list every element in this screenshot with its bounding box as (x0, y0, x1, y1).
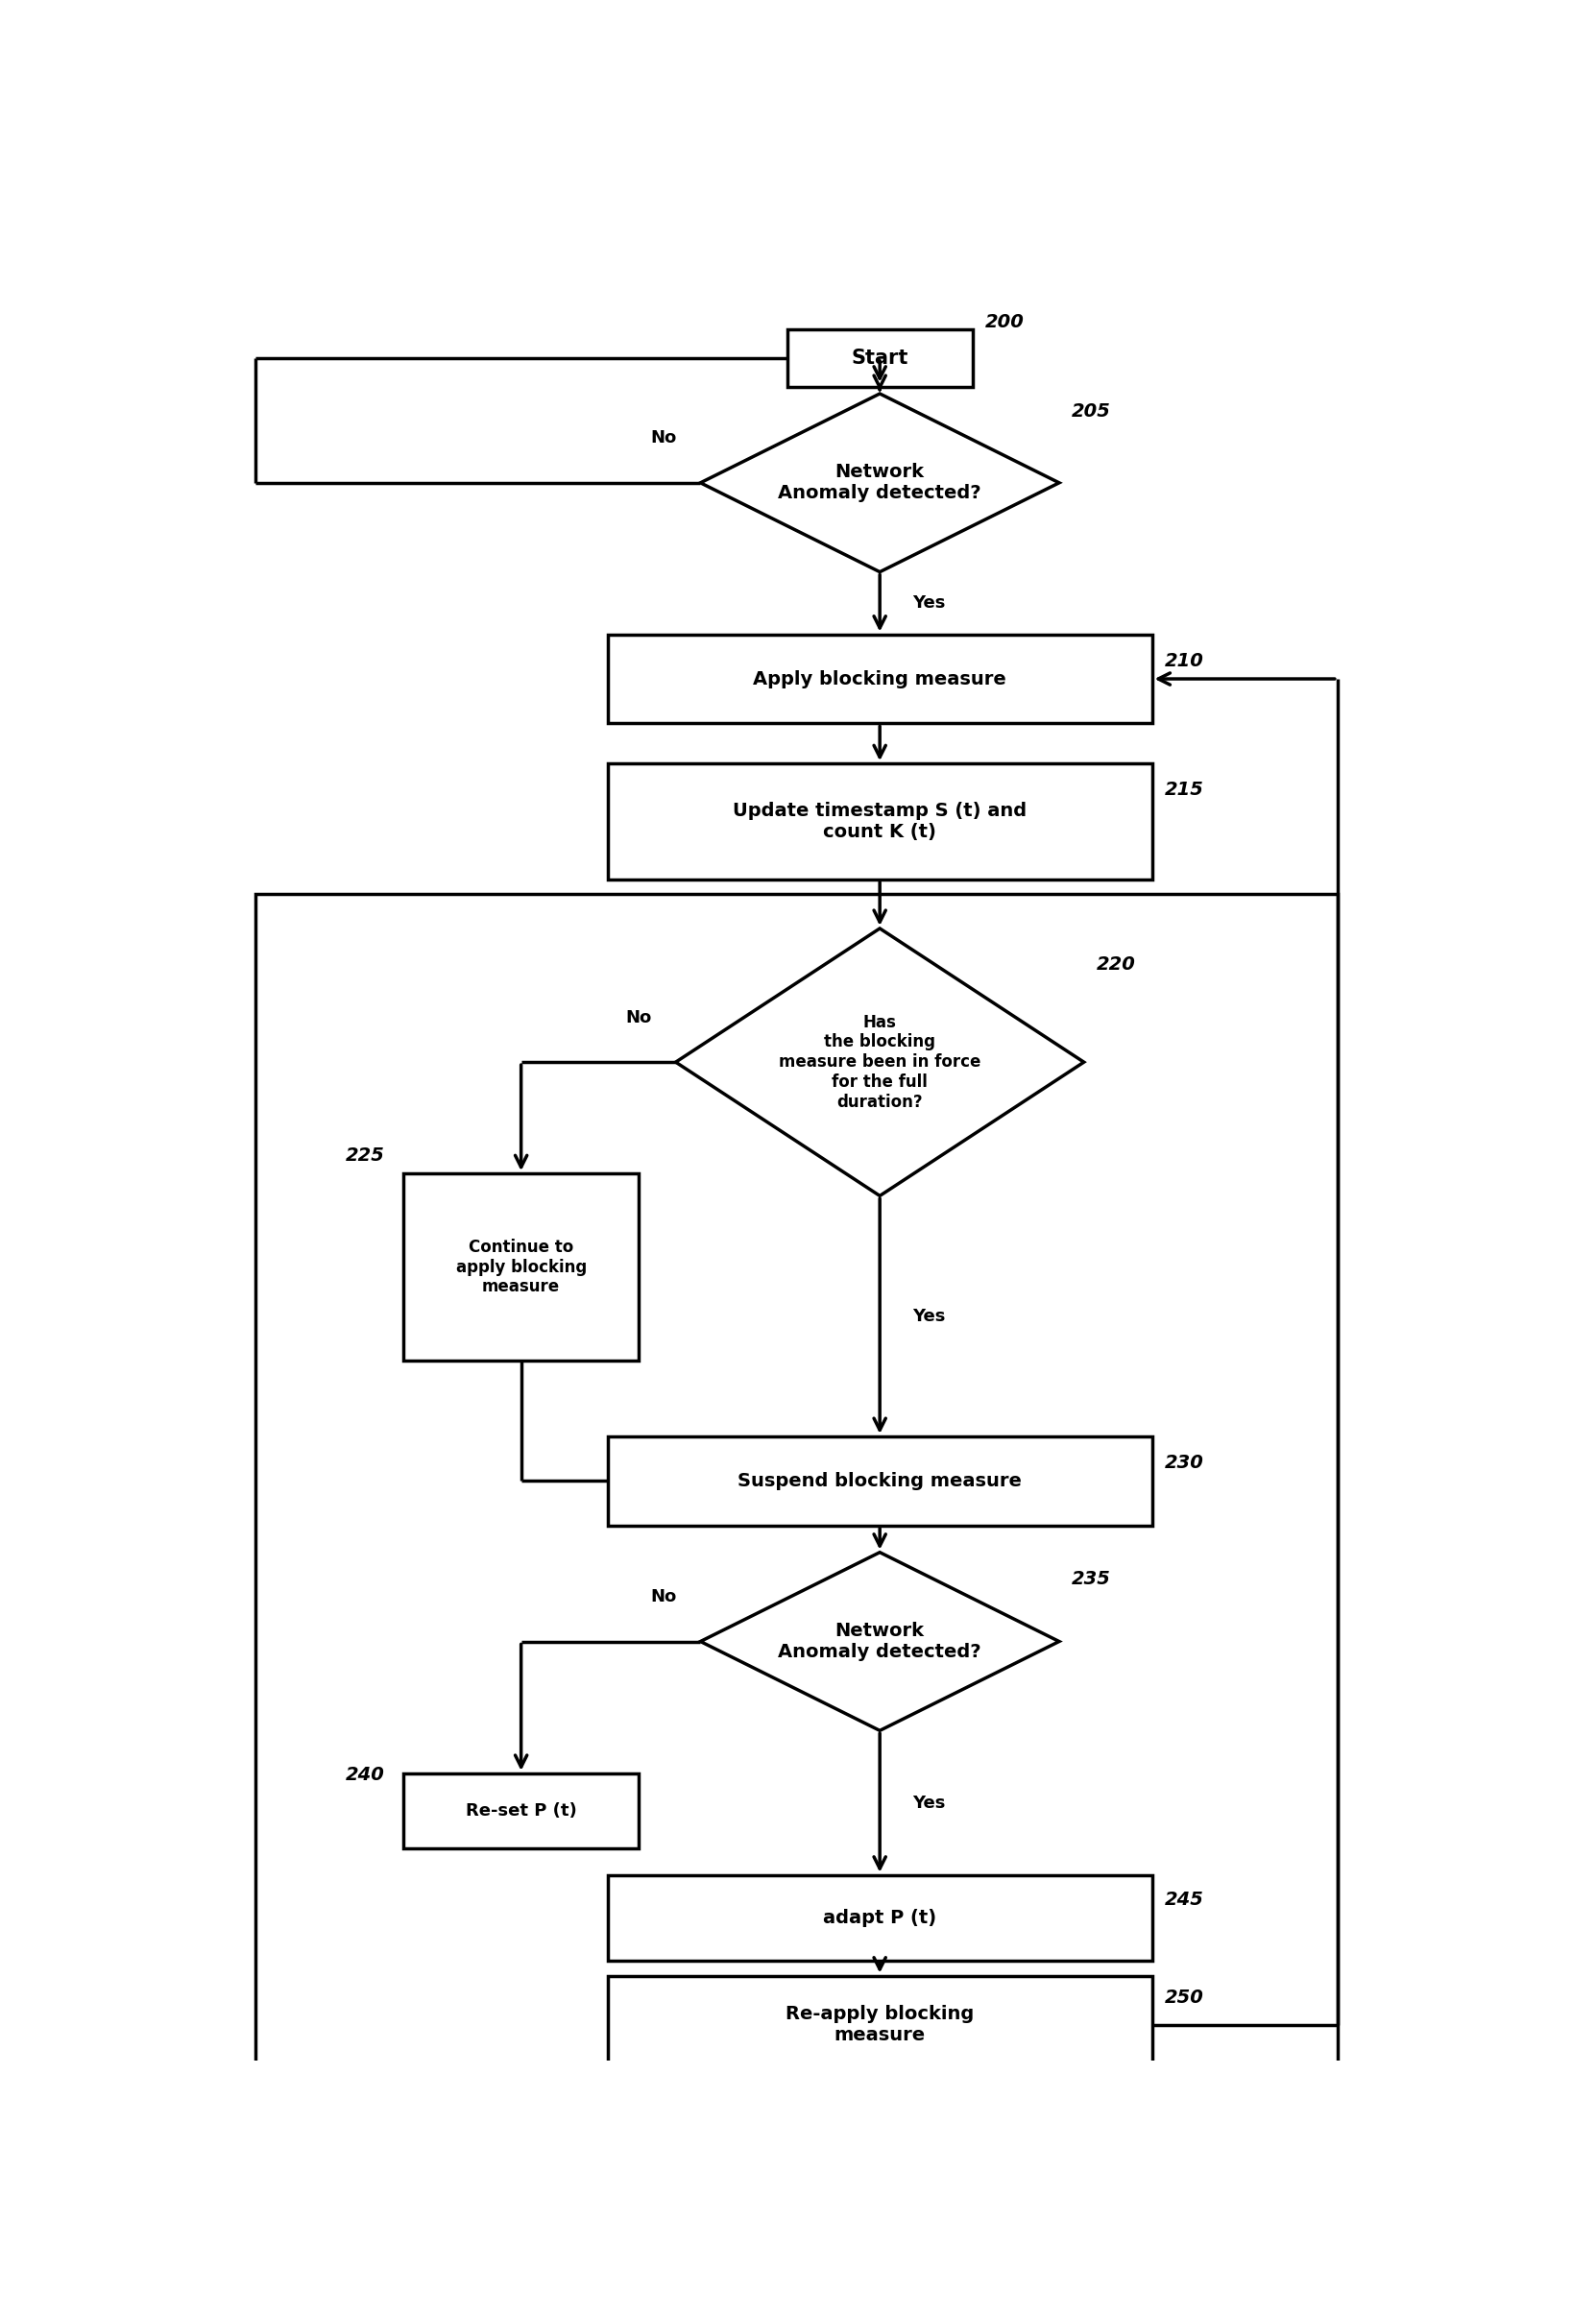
Text: 220: 220 (1096, 956, 1135, 972)
FancyBboxPatch shape (608, 1875, 1152, 1961)
Text: Suspend blocking measure: Suspend blocking measure (737, 1472, 1021, 1491)
FancyBboxPatch shape (608, 1435, 1152, 1526)
Text: Network
Anomaly detected?: Network Anomaly detected? (779, 463, 982, 502)
FancyBboxPatch shape (787, 329, 972, 387)
Text: Start: Start (851, 350, 908, 368)
FancyBboxPatch shape (608, 634, 1152, 722)
Text: 240: 240 (346, 1766, 385, 1785)
Text: Yes: Yes (913, 1308, 946, 1324)
Text: 200: 200 (985, 313, 1025, 331)
FancyBboxPatch shape (404, 1174, 638, 1361)
Text: Apply blocking measure: Apply blocking measure (753, 669, 1007, 688)
Text: 215: 215 (1165, 780, 1203, 799)
Text: Re-apply blocking
measure: Re-apply blocking measure (785, 2005, 974, 2044)
Polygon shape (675, 928, 1084, 1197)
Polygon shape (701, 1553, 1060, 1732)
Text: Yes: Yes (913, 595, 946, 611)
FancyBboxPatch shape (404, 1773, 638, 1847)
Text: No: No (626, 1009, 651, 1026)
Text: 250: 250 (1165, 1989, 1203, 2007)
Text: adapt P (t): adapt P (t) (824, 1908, 937, 1926)
Text: 235: 235 (1071, 1570, 1111, 1588)
Text: Network
Anomaly detected?: Network Anomaly detected? (779, 1623, 982, 1662)
Text: 205: 205 (1071, 403, 1111, 421)
Text: No: No (650, 431, 677, 447)
Text: Update timestamp S (t) and
count K (t): Update timestamp S (t) and count K (t) (733, 801, 1026, 840)
Text: Has
the blocking
measure been in force
for the full
duration?: Has the blocking measure been in force f… (779, 1014, 982, 1111)
Text: 210: 210 (1165, 653, 1203, 669)
Text: Re-set P (t): Re-set P (t) (466, 1801, 576, 1820)
Text: No: No (650, 1588, 677, 1607)
Text: 245: 245 (1165, 1891, 1203, 1910)
Polygon shape (701, 394, 1060, 572)
Text: 225: 225 (346, 1146, 385, 1164)
FancyBboxPatch shape (608, 764, 1152, 880)
Text: Continue to
apply blocking
measure: Continue to apply blocking measure (456, 1239, 586, 1296)
Text: Yes: Yes (913, 1794, 946, 1810)
FancyBboxPatch shape (608, 1975, 1152, 2074)
Text: 230: 230 (1165, 1454, 1203, 1472)
